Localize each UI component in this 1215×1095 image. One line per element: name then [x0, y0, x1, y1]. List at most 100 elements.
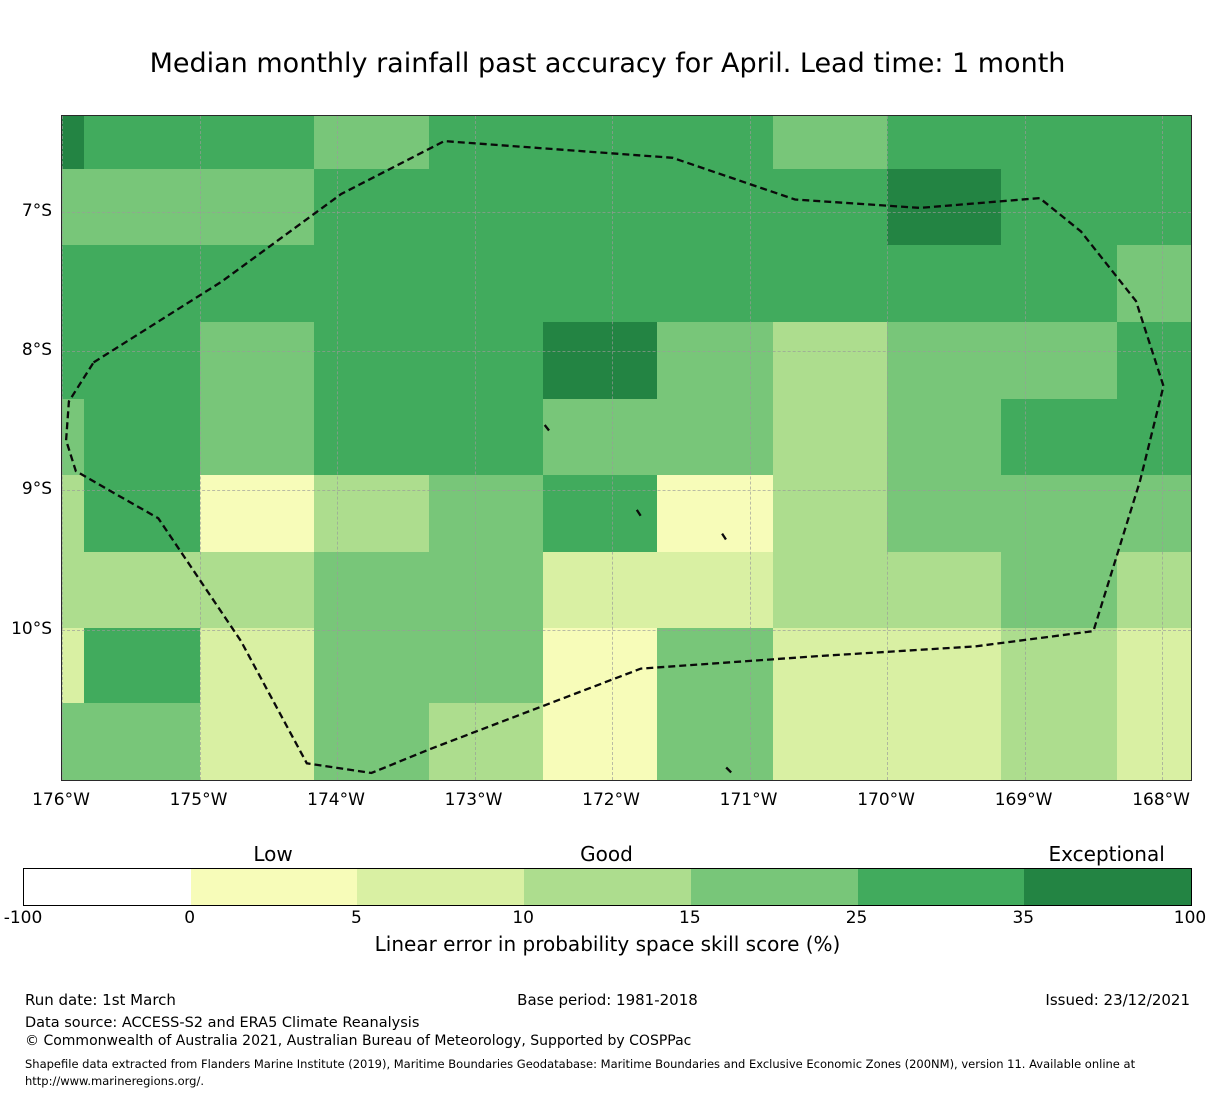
heatmap-cell — [62, 116, 85, 170]
heatmap-cell — [62, 322, 85, 400]
gridline — [62, 116, 63, 780]
heatmap-cell — [84, 703, 200, 781]
colorbar-segment — [857, 869, 1025, 905]
y-tick-label: 8°S — [21, 340, 52, 361]
run-date-text: Run date: 1st March — [25, 991, 176, 1009]
heatmap-cell — [429, 628, 544, 704]
heatmap-cell — [1116, 245, 1192, 323]
heatmap-cell — [543, 551, 658, 629]
colorbar-tick-label: 25 — [845, 908, 868, 928]
heatmap-cell — [199, 551, 315, 629]
heatmap-cell — [543, 168, 658, 246]
colorbar-axis-label: Linear error in probability space skill … — [374, 932, 841, 956]
heatmap-cell — [887, 116, 1002, 170]
heatmap-cell — [62, 475, 85, 553]
heatmap-cell — [62, 168, 85, 246]
heatmap-cell — [657, 116, 774, 170]
data-source-text: Data source: ACCESS-S2 and ERA5 Climate … — [25, 1015, 420, 1031]
heatmap-cell — [84, 551, 200, 629]
eez-boundary-path — [64, 139, 1165, 775]
x-tick-label: 172°W — [582, 790, 640, 810]
eez-island-fragment — [721, 532, 729, 543]
heatmap-cell — [199, 322, 315, 400]
heatmap-cell — [657, 322, 774, 400]
heatmap-cell — [543, 245, 658, 323]
heatmap-cell — [313, 628, 430, 704]
colorbar-tick-label: 0 — [184, 908, 196, 928]
gridline — [199, 116, 201, 780]
heatmap-cell — [543, 628, 658, 704]
shapefile-note-text: Shapefile data extracted from Flanders M… — [25, 1057, 1136, 1088]
x-tick-label: 171°W — [719, 790, 778, 810]
heatmap-cell — [84, 245, 200, 323]
heatmap-cell — [1116, 551, 1192, 629]
heatmap-cell — [199, 628, 315, 704]
heatmap-cell — [429, 116, 544, 170]
colorbar-skill-label: Low — [253, 842, 293, 866]
gridline — [62, 629, 1191, 631]
copyright-text: © Commonwealth of Australia 2021, Austra… — [25, 1033, 692, 1049]
colorbar-segment — [190, 869, 358, 905]
eez-boundary-layer — [64, 139, 1165, 775]
heatmap-cell — [772, 168, 888, 246]
base-period-text: Base period: 1981-2018 — [517, 991, 698, 1009]
heatmap-cell — [1001, 168, 1118, 246]
heatmap-cell — [313, 475, 430, 553]
heatmap-cell — [1001, 398, 1118, 476]
colorbar-tick-label: 10 — [512, 908, 534, 928]
gridline — [612, 116, 614, 780]
x-tick-label: 176°W — [32, 790, 90, 810]
heatmap-cell — [772, 322, 888, 400]
heatmap-cell — [887, 398, 1002, 476]
gridline — [62, 212, 1191, 214]
heatmap-cell — [772, 551, 888, 629]
heatmap-cell — [62, 703, 85, 781]
heatmap-cell — [1116, 168, 1192, 246]
heatmap-cell — [657, 475, 774, 553]
heatmap-cell — [1001, 703, 1118, 781]
x-tick-label: 174°W — [307, 790, 365, 810]
colorbar — [23, 868, 1192, 906]
heatmap-cell — [429, 475, 544, 553]
heatmap-cell — [429, 245, 544, 323]
heatmap-cell — [429, 703, 544, 781]
colorbar-tick-label: -100 — [3, 908, 43, 928]
gridline — [749, 116, 751, 780]
heatmap-cell — [1116, 703, 1192, 781]
heatmap-cell — [657, 703, 774, 781]
heatmap-cell — [313, 168, 430, 246]
heatmap-cell — [313, 322, 430, 400]
heatmap-cell — [313, 551, 430, 629]
heatmap-cell — [887, 628, 1002, 704]
heatmap-cell — [1001, 245, 1118, 323]
heatmap-cell — [887, 475, 1002, 553]
heatmap-cell — [543, 398, 658, 476]
colorbar-tick-label: 100 — [1173, 908, 1207, 928]
heatmap-cell — [1001, 322, 1118, 400]
heatmap-cell — [199, 398, 315, 476]
heatmap-cell — [313, 703, 430, 781]
heatmap-cell — [1001, 475, 1118, 553]
gridline — [337, 116, 339, 780]
heatmap-cell — [543, 116, 658, 170]
heatmap-cell — [772, 245, 888, 323]
heatmap-cell — [887, 245, 1002, 323]
eez-island-fragment — [725, 766, 733, 774]
heatmap-cell — [429, 322, 544, 400]
heatmap-cell — [1116, 475, 1192, 553]
chart-title: Median monthly rainfall past accuracy fo… — [149, 48, 1066, 79]
gridline — [62, 351, 1191, 353]
y-tick-label: 10°S — [11, 618, 52, 639]
heatmap-cell — [84, 168, 200, 246]
eez-island-fragment — [543, 424, 552, 433]
gridline — [1024, 116, 1026, 780]
colorbar-segment — [690, 869, 858, 905]
eez-island-fragment — [635, 509, 644, 519]
heatmap-cell — [1001, 116, 1118, 170]
skill-heatmap — [61, 115, 1192, 781]
heatmap-cell — [199, 168, 315, 246]
heatmap-cell — [84, 628, 200, 704]
heatmap-cell — [657, 168, 774, 246]
x-tick-label: 175°W — [169, 790, 228, 810]
colorbar-skill-label: Good — [580, 842, 633, 866]
